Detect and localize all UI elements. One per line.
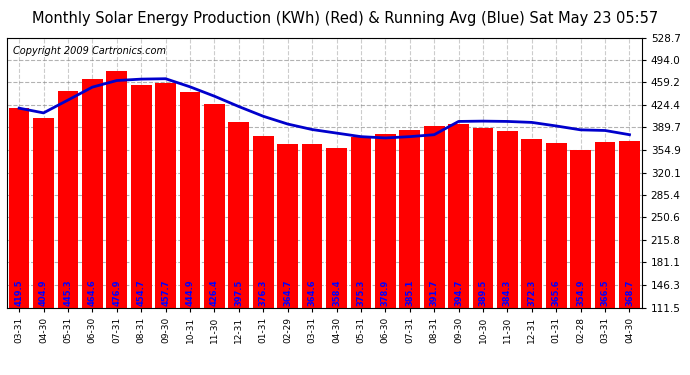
Bar	[57, 92, 79, 308]
Text: 364.7: 364.7	[283, 280, 292, 306]
Text: 391.7: 391.7	[430, 280, 439, 306]
Text: 372.3: 372.3	[527, 280, 536, 306]
Text: 397.5: 397.5	[235, 280, 244, 306]
Bar	[82, 79, 103, 308]
Bar	[351, 137, 371, 308]
Bar	[571, 150, 591, 308]
Text: 404.9: 404.9	[39, 280, 48, 306]
Bar	[522, 139, 542, 308]
Bar	[375, 135, 396, 308]
Bar	[619, 141, 640, 308]
Bar	[595, 142, 615, 308]
Bar	[155, 84, 176, 308]
Bar	[424, 126, 444, 308]
Text: 454.7: 454.7	[137, 280, 146, 306]
Text: 375.3: 375.3	[357, 280, 366, 306]
Bar	[179, 92, 200, 308]
Text: 426.4: 426.4	[210, 279, 219, 306]
Text: 376.3: 376.3	[259, 280, 268, 306]
Bar	[228, 122, 249, 308]
Text: 365.6: 365.6	[552, 280, 561, 306]
Text: 358.4: 358.4	[332, 280, 341, 306]
Bar	[326, 148, 347, 308]
Bar	[448, 124, 469, 308]
Bar	[400, 130, 420, 308]
Text: 394.7: 394.7	[454, 280, 463, 306]
Text: 368.7: 368.7	[625, 280, 634, 306]
Text: 464.6: 464.6	[88, 279, 97, 306]
Bar	[253, 136, 274, 308]
Bar	[277, 144, 298, 308]
Text: 384.3: 384.3	[503, 280, 512, 306]
Bar	[546, 143, 566, 308]
Bar	[473, 128, 493, 308]
Bar	[204, 104, 225, 308]
Text: Monthly Solar Energy Production (KWh) (Red) & Running Avg (Blue) Sat May 23 05:5: Monthly Solar Energy Production (KWh) (R…	[32, 11, 658, 26]
Bar	[33, 118, 54, 308]
Text: 385.1: 385.1	[405, 280, 414, 306]
Text: 366.5: 366.5	[600, 280, 609, 306]
Text: 354.9: 354.9	[576, 280, 585, 306]
Text: 457.7: 457.7	[161, 280, 170, 306]
Bar	[131, 86, 152, 308]
Bar	[302, 144, 322, 308]
Text: 364.6: 364.6	[308, 280, 317, 306]
Text: 476.9: 476.9	[112, 280, 121, 306]
Bar	[106, 71, 127, 308]
Bar	[497, 131, 518, 308]
Text: 444.9: 444.9	[186, 280, 195, 306]
Text: 378.9: 378.9	[381, 280, 390, 306]
Bar	[9, 108, 30, 308]
Text: Copyright 2009 Cartronics.com: Copyright 2009 Cartronics.com	[13, 46, 166, 56]
Text: 419.5: 419.5	[14, 280, 23, 306]
Text: 445.3: 445.3	[63, 280, 72, 306]
Text: 389.5: 389.5	[478, 280, 488, 306]
